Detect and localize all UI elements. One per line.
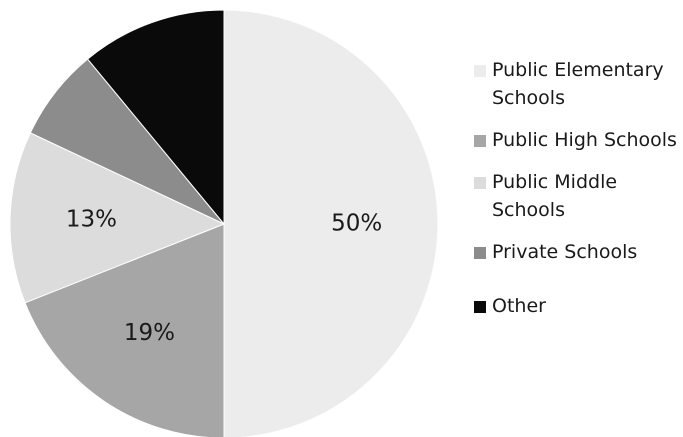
- legend-swatch: [474, 247, 486, 259]
- pie-slices: [9, 9, 439, 437]
- legend-swatch: [474, 135, 486, 147]
- pie-slice-1: [223, 9, 439, 437]
- legend-label: Public Middle Schools: [492, 171, 618, 221]
- pie-slice-2: [24, 223, 225, 437]
- slice-data-label: 13%: [66, 206, 117, 232]
- pie-slice-3: [9, 132, 226, 304]
- legend: Public Elementary Schools Public High Sc…: [474, 56, 679, 334]
- legend-label: Public Elementary Schools: [492, 59, 664, 109]
- legend-swatch: [474, 301, 486, 313]
- legend-label: Other: [492, 295, 546, 317]
- legend-item-other: Other: [474, 292, 679, 320]
- legend-item-private: Private Schools: [474, 238, 679, 266]
- slice-data-label: 19%: [124, 320, 175, 346]
- legend-swatch: [474, 65, 486, 77]
- pie-chart: 50% 19% 13%: [9, 9, 439, 437]
- pie-data-labels: 50% 19% 13%: [66, 206, 382, 346]
- legend-label: Private Schools: [492, 241, 638, 263]
- legend-item-public-high: Public High Schools: [474, 126, 679, 154]
- legend-item-public-elementary: Public Elementary Schools: [474, 56, 679, 112]
- slice-data-label: 50%: [331, 211, 382, 237]
- pie-slice-5: [86, 9, 225, 226]
- legend-swatch: [474, 177, 486, 189]
- legend-label: Public High Schools: [492, 129, 677, 151]
- legend-item-public-middle: Public Middle Schools: [474, 168, 679, 224]
